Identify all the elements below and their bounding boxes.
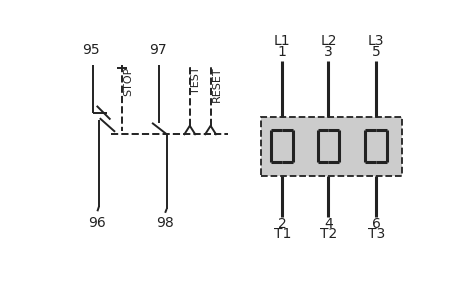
- Text: 95: 95: [82, 43, 100, 57]
- Text: STOP: STOP: [124, 66, 134, 96]
- Text: 98: 98: [156, 216, 174, 230]
- Text: TEST: TEST: [191, 66, 201, 94]
- Text: T3: T3: [367, 227, 385, 241]
- Text: 6: 6: [372, 217, 381, 231]
- Text: T2: T2: [320, 227, 337, 241]
- Text: 4: 4: [324, 217, 333, 231]
- Text: T1: T1: [273, 227, 291, 241]
- Text: 1: 1: [278, 45, 287, 59]
- Text: L2: L2: [320, 34, 337, 48]
- Text: RESET: RESET: [212, 66, 222, 102]
- Text: 97: 97: [149, 43, 166, 57]
- Text: 2: 2: [278, 217, 287, 231]
- Text: L3: L3: [368, 34, 384, 48]
- Text: 3: 3: [324, 45, 333, 59]
- Bar: [261, 116, 402, 176]
- Text: L1: L1: [274, 34, 291, 48]
- Text: 5: 5: [372, 45, 381, 59]
- Text: 96: 96: [89, 216, 106, 230]
